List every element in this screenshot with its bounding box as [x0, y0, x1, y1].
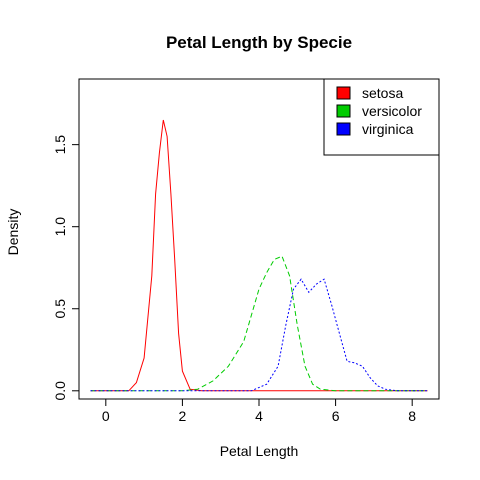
- y-axis-label: Density: [5, 209, 21, 256]
- legend-swatch-setosa: [336, 86, 351, 100]
- x-tick-label: 6: [332, 408, 340, 424]
- legend-label-setosa: setosa: [362, 85, 403, 101]
- y-tick-label: 0.5: [52, 299, 68, 319]
- x-tick-label: 8: [408, 408, 416, 424]
- x-axis-label: Petal Length: [220, 443, 299, 459]
- y-tick-label: 0.0: [52, 381, 68, 401]
- legend-label-virginica: virginica: [362, 121, 414, 137]
- y-axis: 0.0 0.5 1.0 1.5: [52, 135, 79, 401]
- series-line-virginica: [90, 278, 428, 392]
- legend-box: [323, 78, 440, 156]
- series-layer: [90, 119, 428, 392]
- legend-label-versicolor: versicolor: [362, 103, 422, 119]
- series-line-setosa: [90, 119, 428, 392]
- x-tick-label: 4: [255, 408, 263, 424]
- y-tick-label: 1.0: [52, 217, 68, 237]
- y-tick-label: 1.5: [52, 135, 68, 155]
- legend-swatch-virginica: [336, 122, 351, 136]
- series-line-versicolor: [90, 255, 428, 392]
- legend: setosa versicolor virginica: [323, 78, 440, 156]
- chart-title: Petal Length by Specie: [166, 33, 352, 52]
- x-tick-label: 0: [102, 408, 110, 424]
- x-axis: 0 2 4 6 8: [102, 399, 416, 424]
- x-tick-label: 2: [179, 408, 187, 424]
- legend-swatch-versicolor: [336, 104, 351, 118]
